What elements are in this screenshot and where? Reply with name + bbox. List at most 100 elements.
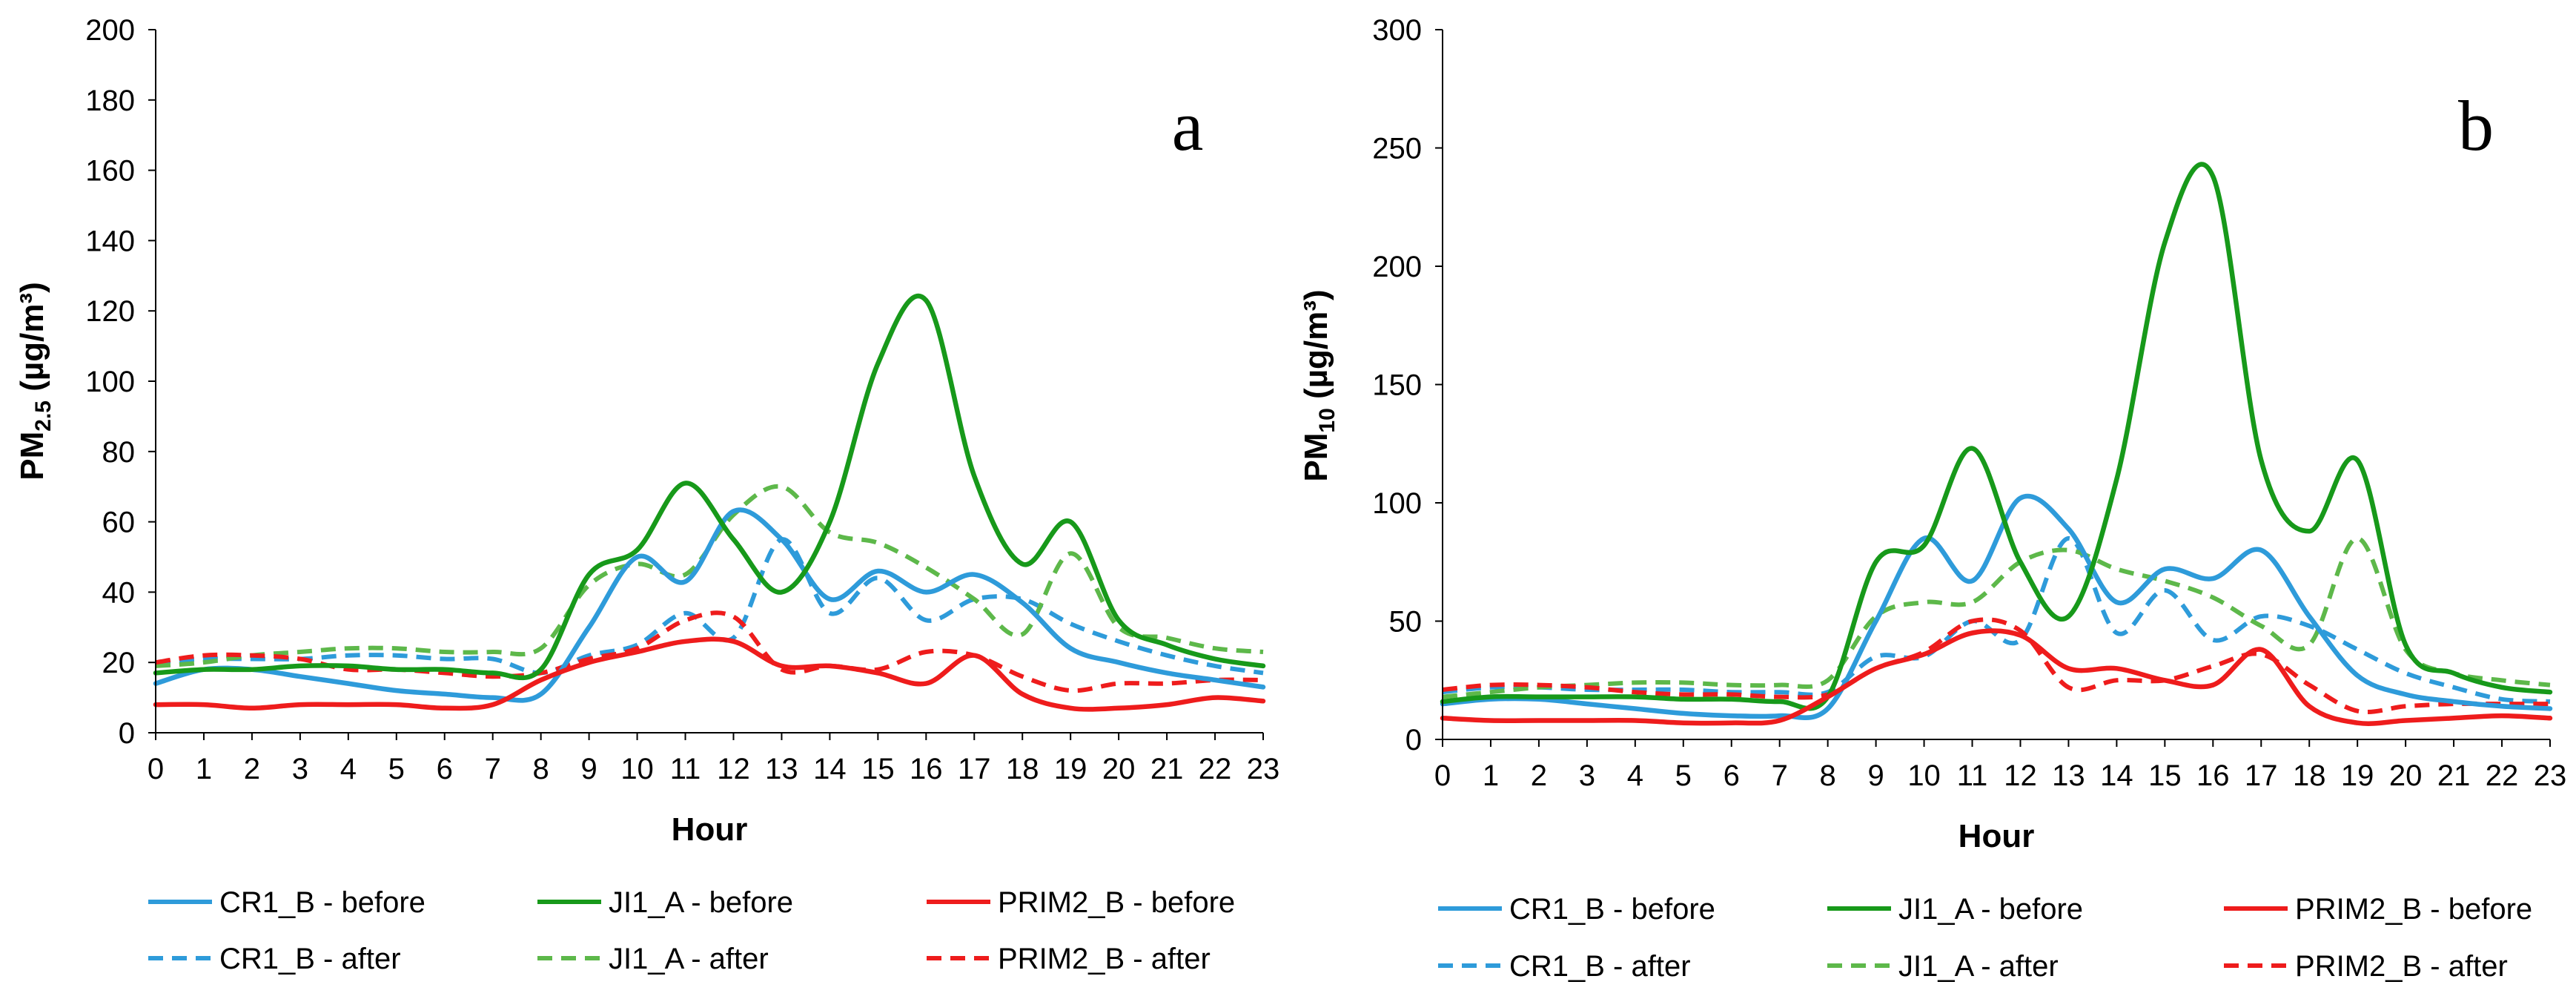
- x-tick-label: 8: [1820, 759, 1836, 792]
- x-tick-label: 8: [533, 753, 549, 785]
- x-axis-title-b: Hour: [1959, 818, 2035, 854]
- x-tick-label: 12: [717, 753, 750, 785]
- legend-label: PRIM2_B - before: [998, 886, 1235, 919]
- legend-label: CR1_B - after: [219, 943, 401, 975]
- y-tick-label: 100: [1372, 487, 1422, 520]
- x-ticks-b: 0 1 2 3 4 5 6 7 8 9 10 11 12 13 14 15 16 17 18 19 20 21 22 23: [1434, 739, 2566, 792]
- y-tick-label: 50: [1389, 606, 1423, 639]
- y-axis-title-main-b: PM: [1298, 433, 1334, 482]
- x-tick-label: 6: [1724, 759, 1740, 792]
- y-tick-label: 180: [85, 85, 135, 117]
- y-tick-label: 100: [85, 366, 135, 398]
- y-axis-title-unit-b: (µg/m³): [1298, 289, 1334, 408]
- x-tick-label: 0: [148, 753, 164, 785]
- y-tick-label: 0: [119, 717, 135, 750]
- x-tick-label: 2: [1531, 759, 1547, 792]
- x-tick-label: 16: [2196, 759, 2230, 792]
- y-tick-label: 200: [1372, 251, 1422, 283]
- legend-a: CR1_B - before JI1_A - before PRIM2_B - be…: [148, 886, 1235, 975]
- series-line-b-prim2-b-before: [1440, 628, 2553, 726]
- legend-label: PRIM2_B - after: [998, 943, 1211, 975]
- series-line-b-cr1-b-after: [1442, 535, 2551, 704]
- x-tick-label: 22: [1199, 753, 1232, 785]
- x-tick-label: 17: [958, 753, 991, 785]
- series-layer-b: [1440, 162, 2553, 726]
- legend-label: CR1_B - after: [1509, 950, 1691, 983]
- x-tick-label: 4: [1627, 759, 1643, 792]
- x-tick-label: 19: [1054, 753, 1087, 785]
- y-axis-title-sub-b: 10: [1315, 408, 1340, 432]
- x-tick-label: 14: [2100, 759, 2133, 792]
- y-tick-label: 0: [1405, 724, 1422, 756]
- panel-letter-b: b: [2458, 86, 2494, 165]
- x-tick-label: 1: [196, 753, 212, 785]
- series-line-b-prim2-b-after: [1442, 617, 2550, 715]
- x-tick-label: 7: [485, 753, 501, 785]
- x-tick-label: 5: [1675, 759, 1692, 792]
- legend-label: PRIM2_B - before: [2295, 893, 2532, 926]
- x-tick-label: 23: [2534, 759, 2567, 792]
- y-ticks-b: 0 50 100 150 200 250 300: [1372, 14, 1443, 756]
- series-line-a-prim2-b-before: [153, 636, 1266, 712]
- y-tick-label: 20: [102, 647, 136, 679]
- legend-label: JI1_A - before: [609, 886, 793, 919]
- x-tick-label: 4: [340, 753, 357, 785]
- y-ticks-a: 0 20 40 60 80 100 120 140 160 180 200: [85, 14, 156, 750]
- x-tick-label: 1: [1483, 759, 1499, 792]
- x-tick-label: 0: [1434, 759, 1451, 792]
- x-tick-label: 5: [388, 753, 405, 785]
- x-tick-label: 22: [2486, 759, 2519, 792]
- y-tick-label: 120: [85, 295, 135, 328]
- series-line-a-ji1-a-before: [153, 293, 1266, 681]
- x-tick-label: 11: [670, 753, 701, 785]
- x-tick-label: 21: [2437, 759, 2471, 792]
- panel-letter-a: a: [1172, 86, 1204, 165]
- series-line-a-cr1-b-after: [155, 537, 1264, 676]
- legend-label: CR1_B - before: [219, 886, 426, 919]
- y-axis-title-main-a: PM: [14, 432, 50, 481]
- x-tick-label: 18: [2293, 759, 2326, 792]
- series-line-b-ji1-a-before: [1440, 162, 2553, 711]
- x-tick-label: 14: [813, 753, 847, 785]
- legend-label: JI1_A - after: [1898, 950, 2059, 983]
- x-axis-title-a: Hour: [672, 811, 748, 848]
- legend-label: CR1_B - before: [1509, 893, 1715, 926]
- x-tick-label: 13: [2052, 759, 2085, 792]
- x-tick-label: 20: [2389, 759, 2423, 792]
- x-tick-label: 13: [765, 753, 798, 785]
- x-tick-label: 2: [244, 753, 260, 785]
- y-tick-label: 160: [85, 155, 135, 188]
- y-axis-title-b: PM10 (µg/m³): [1298, 289, 1340, 481]
- x-tick-label: 16: [910, 753, 943, 785]
- x-tick-label: 3: [1579, 759, 1595, 792]
- x-tick-label: 15: [861, 753, 895, 785]
- legend-label: PRIM2_B - after: [2295, 950, 2508, 983]
- x-tick-label: 6: [437, 753, 453, 785]
- series-layer-a: [153, 293, 1266, 712]
- x-tick-label: 19: [2341, 759, 2374, 792]
- x-tick-label: 9: [1867, 759, 1884, 792]
- x-tick-label: 21: [1150, 753, 1184, 785]
- legend-label: JI1_A - after: [609, 943, 769, 975]
- legend-b: CR1_B - before JI1_A - before PRIM2_B - be…: [1438, 893, 2532, 983]
- y-tick-label: 250: [1372, 133, 1422, 165]
- y-axis-title-a: PM2.5 (µg/m³): [14, 282, 56, 480]
- x-tick-label: 15: [2148, 759, 2182, 792]
- x-tick-label: 3: [292, 753, 308, 785]
- x-tick-label: 10: [620, 753, 654, 785]
- x-tick-label: 12: [2004, 759, 2037, 792]
- x-tick-label: 9: [580, 753, 597, 785]
- x-tick-label: 10: [1907, 759, 1941, 792]
- series-line-a-prim2-b-after: [155, 610, 1264, 693]
- y-axis-title-unit-a: (µg/m³): [14, 282, 50, 400]
- y-tick-label: 80: [102, 436, 136, 469]
- x-tick-label: 17: [2245, 759, 2278, 792]
- legend-label: JI1_A - before: [1898, 893, 2083, 926]
- x-tick-label: 7: [1772, 759, 1788, 792]
